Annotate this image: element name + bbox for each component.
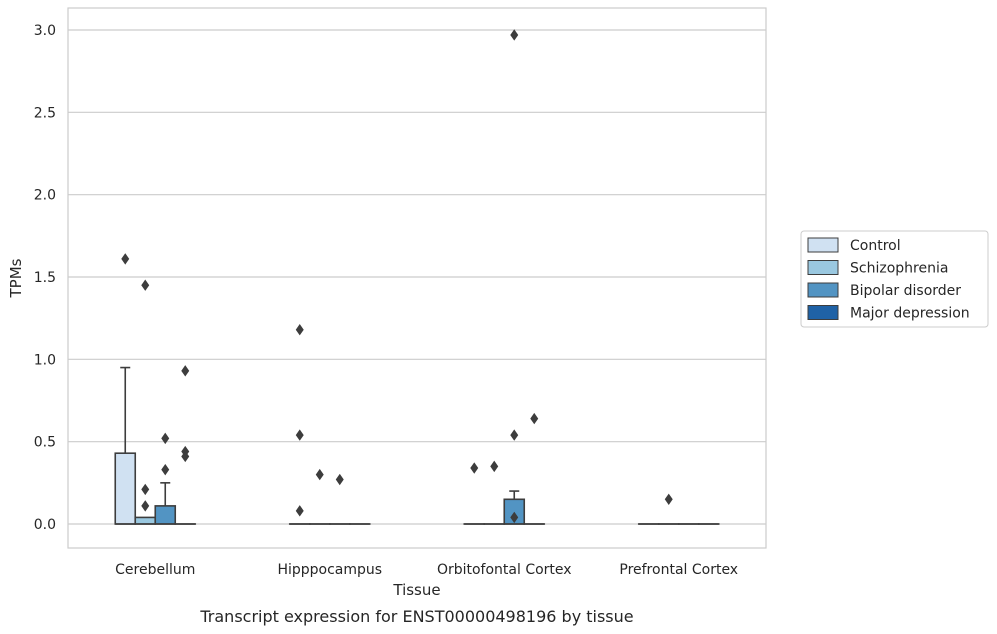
boxes (114, 366, 720, 525)
chart-caption: Transcript expression for ENST0000049819… (199, 607, 633, 626)
legend-swatch (807, 282, 839, 298)
x-axis-label: Tissue (392, 581, 440, 599)
plot-area-frame (67, 7, 767, 549)
box-2-2 (503, 490, 526, 525)
outlier-point (141, 500, 150, 512)
outlier-point (161, 463, 170, 476)
box-rect (134, 516, 157, 525)
box-0-0 (114, 366, 137, 525)
x-tick-labels: Cerebellum Hipppocampus Orbitofontal Corte… (115, 562, 738, 578)
outlier-point (490, 460, 499, 473)
y-tick-label: 2.0 (34, 188, 56, 204)
outlier-point (181, 450, 190, 463)
legend-label: Control (850, 238, 901, 254)
outlier-point (335, 473, 344, 486)
outlier-point (510, 511, 519, 524)
box-rect (154, 505, 177, 525)
outlier-point (121, 253, 130, 265)
outlier-point (295, 323, 304, 336)
outlier-point (141, 279, 150, 291)
outlier-point (141, 483, 150, 496)
legend-swatch (807, 260, 839, 275)
legend-label: Bipolar disorder (850, 283, 961, 299)
legend-label: Schizophrenia (850, 261, 948, 277)
y-axis-label: TPMs (7, 258, 25, 298)
x-tick-label: Prefrontal Cortex (619, 562, 738, 578)
gridlines (68, 29, 766, 525)
outlier-point (161, 432, 170, 445)
x-tick-label: Orbitofontal Cortex (437, 562, 572, 578)
box-2-0 (154, 482, 177, 525)
outlier-point (315, 468, 324, 481)
y-tick-labels: 0.0 0.5 1.0 1.5 2.0 2.5 3.0 (34, 23, 56, 533)
x-tick-label: Hipppocampus (277, 562, 382, 578)
outlier-point (470, 462, 479, 474)
y-tick-label: 0.0 (34, 517, 56, 533)
y-tick-label: 3.0 (34, 23, 56, 39)
y-tick-label: 1.0 (34, 352, 56, 368)
box-1-0 (134, 516, 157, 525)
y-tick-label: 0.5 (34, 435, 56, 451)
outlier-point (181, 365, 190, 377)
y-tick-label: 1.5 (34, 270, 56, 286)
outlier-point (530, 412, 539, 425)
box-rect (114, 452, 137, 525)
legend: Control Schizophrenia Bipolar disorder Majo… (800, 230, 989, 328)
outlier-point (295, 429, 304, 441)
outlier-point (664, 493, 673, 505)
legend-swatch (807, 305, 839, 320)
outlier-point (510, 429, 519, 441)
legend-label: Major depression (850, 306, 970, 322)
legend-frame (800, 230, 989, 328)
outlier-point (295, 505, 304, 517)
outlier-point (510, 29, 519, 41)
x-tick-label: Cerebellum (115, 562, 195, 578)
outliers (121, 29, 673, 524)
legend-swatch (807, 237, 839, 253)
y-tick-label: 2.5 (34, 105, 56, 121)
